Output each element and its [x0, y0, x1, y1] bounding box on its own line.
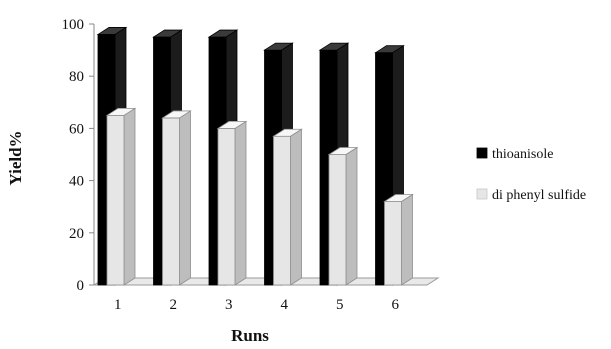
- y-axis-ticks: 0 20 40 60 80 100: [62, 17, 94, 294]
- bar-diphenyl-sulfide: [327, 146, 359, 286]
- legend-item: di phenyl sulfide: [476, 188, 586, 203]
- y-tick-label: 0: [77, 278, 85, 294]
- legend-label: thioanisole: [492, 147, 553, 162]
- legend-swatch: [476, 147, 488, 159]
- bar-diphenyl-sulfide: [383, 193, 414, 286]
- y-tick-label: 60: [69, 121, 84, 137]
- legend-label: di phenyl sulfide: [492, 188, 586, 203]
- bar-diphenyl-sulfide: [161, 110, 192, 286]
- y-tick-label: 40: [69, 174, 84, 190]
- x-tick-label: 3: [225, 297, 233, 313]
- bar-diphenyl-sulfide: [105, 107, 137, 286]
- y-tick-label: 80: [69, 69, 84, 85]
- legend-item: thioanisole: [476, 147, 553, 162]
- x-tick-label: 2: [170, 297, 178, 313]
- bars: [96, 26, 414, 286]
- x-tick-label: 1: [114, 297, 122, 313]
- legend: thioanisole di phenyl sulfide: [476, 147, 586, 203]
- bar-diphenyl-sulfide: [216, 120, 248, 286]
- x-axis-title: Runs: [231, 326, 269, 345]
- x-tick-label: 6: [392, 297, 400, 313]
- y-axis-title: Yield%: [6, 130, 25, 185]
- bar-diphenyl-sulfide: [272, 128, 303, 286]
- y-tick-label: 20: [69, 226, 84, 242]
- x-axis-ticks: 1 2 3 4 5 6: [114, 297, 400, 313]
- x-tick-label: 5: [336, 297, 344, 313]
- y-tick-label: 100: [62, 17, 85, 33]
- legend-swatch: [476, 188, 488, 200]
- x-tick-label: 4: [281, 297, 289, 313]
